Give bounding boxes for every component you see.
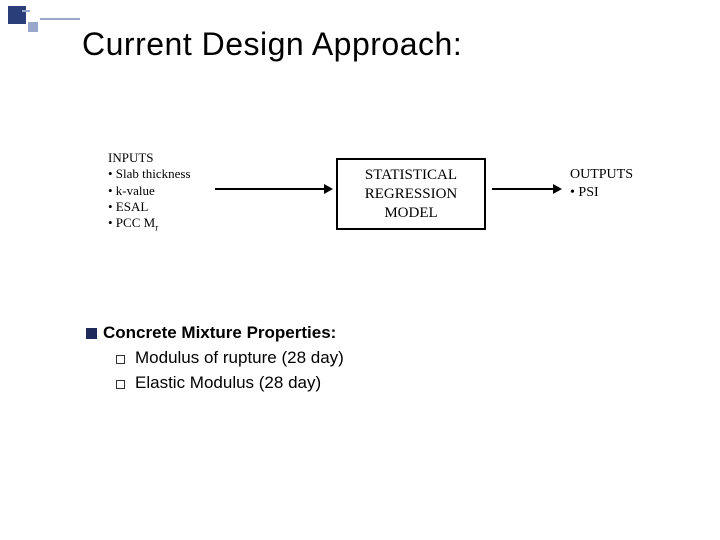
concrete-header: Concrete Mixture Properties: bbox=[103, 322, 336, 345]
concrete-section: Concrete Mixture Properties: Modulus of … bbox=[86, 322, 586, 395]
input-item: • ESAL bbox=[108, 199, 268, 215]
hollow-square-bullet-icon bbox=[116, 355, 125, 364]
arrow-model-to-outputs bbox=[492, 188, 560, 190]
slide-corner-accent bbox=[0, 0, 72, 40]
accent-square-large bbox=[8, 6, 26, 24]
accent-line-short bbox=[22, 10, 30, 12]
concrete-header-row: Concrete Mixture Properties: bbox=[86, 322, 586, 345]
input-item: • PCC Mr bbox=[108, 215, 268, 234]
accent-line-long bbox=[40, 18, 80, 20]
accent-square-small bbox=[28, 22, 38, 32]
concrete-item-row: Modulus of rupture (28 day) bbox=[116, 347, 586, 370]
inputs-block: INPUTS • Slab thickness • k-value • ESAL… bbox=[108, 150, 268, 234]
hollow-square-bullet-icon bbox=[116, 380, 125, 389]
inputs-header: INPUTS bbox=[108, 150, 268, 166]
concrete-item: Modulus of rupture (28 day) bbox=[135, 347, 344, 370]
model-box: STATISTICAL REGRESSION MODEL bbox=[336, 158, 486, 230]
arrow-inputs-to-model bbox=[215, 188, 331, 190]
input-item: • k-value bbox=[108, 183, 268, 199]
flow-diagram: INPUTS • Slab thickness • k-value • ESAL… bbox=[0, 150, 720, 270]
outputs-block: OUTPUTS • PSI bbox=[570, 166, 690, 201]
filled-square-bullet-icon bbox=[86, 328, 97, 339]
slide-title: Current Design Approach: bbox=[82, 26, 462, 63]
outputs-header: OUTPUTS bbox=[570, 166, 690, 184]
concrete-item: Elastic Modulus (28 day) bbox=[135, 372, 321, 395]
input-item: • Slab thickness bbox=[108, 166, 268, 182]
output-item: • PSI bbox=[570, 184, 690, 202]
concrete-item-row: Elastic Modulus (28 day) bbox=[116, 372, 586, 395]
